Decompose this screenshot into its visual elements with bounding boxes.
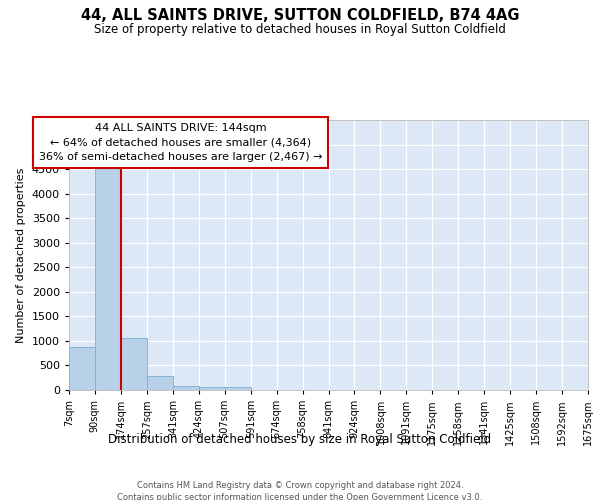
Bar [199,386,224,390]
Y-axis label: Number of detached properties: Number of detached properties [16,168,26,342]
Bar [95,166,121,390]
Bar [69,347,95,390]
Bar [121,338,147,390]
Text: Size of property relative to detached houses in Royal Sutton Coldfield: Size of property relative to detached ho… [94,22,506,36]
Bar [224,388,251,390]
Bar [147,376,173,390]
Bar [173,386,199,390]
Text: 44, ALL SAINTS DRIVE, SUTTON COLDFIELD, B74 4AG: 44, ALL SAINTS DRIVE, SUTTON COLDFIELD, … [81,8,519,22]
Text: 44 ALL SAINTS DRIVE: 144sqm
← 64% of detached houses are smaller (4,364)
36% of : 44 ALL SAINTS DRIVE: 144sqm ← 64% of det… [39,122,322,162]
Text: Contains HM Land Registry data © Crown copyright and database right 2024.
Contai: Contains HM Land Registry data © Crown c… [118,481,482,500]
Text: Distribution of detached houses by size in Royal Sutton Coldfield: Distribution of detached houses by size … [109,432,491,446]
